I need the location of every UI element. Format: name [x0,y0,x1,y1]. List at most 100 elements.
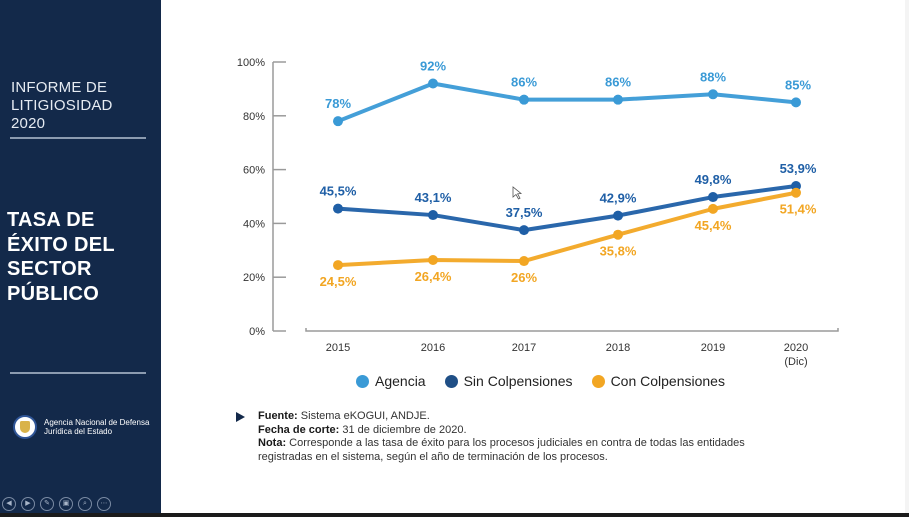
data-point-sin-colpensiones [428,210,438,221]
data-label-agencia: 78% [325,96,351,111]
data-point-agencia [428,78,438,89]
legend-dot-sin-colpensiones [444,374,458,388]
data-point-con-colpensiones [791,187,801,198]
data-label-con-colpensiones: 26,4% [415,269,452,284]
report-title-line: 2020 [11,115,46,132]
legend-item-sin-colpensiones[interactable]: Sin Colpensiones [444,373,573,389]
data-label-con-colpensiones: 24,5% [320,274,357,289]
agency-name-line: Agencia Nacional de Defensa [44,418,150,427]
taskbar-strip [0,513,909,517]
sidebar-divider-top [10,137,146,139]
agency-name: Agencia Nacional de Defensa Jurídica del… [44,418,149,436]
more-options-button[interactable]: ⋯ [97,497,111,511]
agency-logo: Agencia Nacional de Defensa Jurídica del… [13,415,149,439]
legend-dot-agencia [356,374,369,388]
y-tick-label: 40% [243,218,265,230]
report-title-line: INFORME DE [11,79,108,96]
y-tick-label: 0% [249,326,265,338]
source-line: Fuente: Sistema eKOGUI, ANDJE. [258,410,745,424]
note-line: Nota: Corresponde a las tasa de éxito pa… [258,437,745,451]
note-label: Nota: [258,437,287,449]
slideshow-controls: ◀ ▶ ✎ ▣ ⌕ ⋯ [2,497,111,511]
cutoff-text: 31 de diciembre de 2020. [339,423,467,436]
data-label-con-colpensiones: 45,4% [695,218,732,233]
note-line-2: registradas en el sistema, según el año … [258,450,608,463]
data-point-agencia [708,89,718,100]
section-title-line: SECTOR [7,258,92,280]
previous-slide-button[interactable]: ◀ [2,497,16,511]
chart-value-labels: 78% 92% 86% 86% 88% 85% 45,5% 43,1% 37,5% 42,9% 49… [320,59,817,290]
chart-axes: 0% 20% 40% 60% 80% 100% 2015 2016 2017 2018 2019 20… [237,57,839,368]
data-point-sin-colpensiones [519,225,529,236]
data-label-con-colpensiones: 51,4% [780,202,817,217]
report-title: INFORME DE LITIGIOSIDAD 2020 [11,79,151,133]
series-sin-colpensiones [333,181,801,236]
data-point-con-colpensiones [519,256,529,267]
data-point-con-colpensiones [333,260,343,271]
data-point-sin-colpensiones [333,203,343,214]
data-label-sin-colpensiones: 37,5% [506,205,543,220]
source-label: Fuente: [258,410,298,422]
zoom-button[interactable]: ⌕ [78,497,92,511]
data-point-sin-colpensiones [613,210,623,221]
legend-dot-con-colpensiones [591,374,605,388]
data-label-agencia: 86% [605,75,631,90]
x-tick-label: 2020 [784,342,808,354]
data-point-sin-colpensiones [708,192,718,203]
agency-name-line: Jurídica del Estado [44,427,113,436]
y-tick-label: 20% [243,272,265,284]
x-tick-label: 2016 [421,342,445,354]
y-tick-label: 80% [243,111,265,123]
data-label-agencia: 92% [420,59,446,74]
data-point-agencia [613,94,623,105]
series-agencia [333,78,801,127]
sidebar: INFORME DE LITIGIOSIDAD 2020 TASA DE ÉXI… [0,0,161,513]
sidebar-divider-bottom [10,372,146,374]
legend-label: Con Colpensiones [610,373,725,389]
data-label-sin-colpensiones: 45,5% [320,184,357,199]
x-tick-label: 2018 [606,342,630,354]
play-arrow-icon [236,412,245,422]
chart-notes: Fuente: Sistema eKOGUI, ANDJE. Fecha de … [236,410,745,464]
source-text: Sistema eKOGUI, ANDJE. [297,410,430,422]
data-label-con-colpensiones: 26% [511,270,537,285]
y-tick-label: 60% [243,165,265,177]
pen-button[interactable]: ✎ [40,497,54,511]
legend-label: Agencia [375,373,426,389]
data-label-agencia: 88% [700,69,726,84]
data-label-sin-colpensiones: 49,8% [695,172,732,187]
chart-legend: Agencia Sin Colpensiones Con Colpensione… [356,373,744,389]
x-tick-label: 2019 [701,342,725,354]
data-point-agencia [333,116,343,127]
x-tick-label: 2015 [326,342,350,354]
legend-item-agencia[interactable]: Agencia [356,373,426,389]
chart-series [333,78,801,271]
data-label-sin-colpensiones: 43,1% [415,190,452,205]
legend-label: Sin Colpensiones [463,373,573,389]
mouse-pointer-icon [512,186,523,200]
next-slide-button[interactable]: ▶ [21,497,35,511]
section-title-line: PÚBLICO [7,282,100,305]
data-point-con-colpensiones [708,203,718,214]
series-con-colpensiones [333,187,801,271]
window-edge [905,0,909,513]
data-label-sin-colpensiones: 53,9% [780,161,817,176]
data-label-sin-colpensiones: 42,9% [600,191,637,206]
section-title-line: TASA DE [7,209,95,231]
x-axis-line [305,328,839,332]
report-title-line: LITIGIOSIDAD [11,97,113,114]
coat-of-arms-icon [13,415,37,439]
cutoff-line: Fecha de corte: 31 de diciembre de 2020. [258,424,745,438]
legend-item-con-colpensiones[interactable]: Con Colpensiones [591,373,725,389]
y-tick-label: 100% [237,57,265,69]
series-line-sin-colpensiones [336,184,798,233]
slides-grid-button[interactable]: ▣ [59,497,73,511]
note-text: Corresponde a las tasa de éxito para los… [286,437,745,449]
data-point-agencia [519,94,529,105]
section-title-line: ÉXITO DEL [7,233,115,256]
x-tick-label: (Dic) [784,356,807,368]
data-point-con-colpensiones [428,254,438,265]
data-point-agencia [791,97,801,108]
data-label-agencia: 86% [511,75,537,90]
